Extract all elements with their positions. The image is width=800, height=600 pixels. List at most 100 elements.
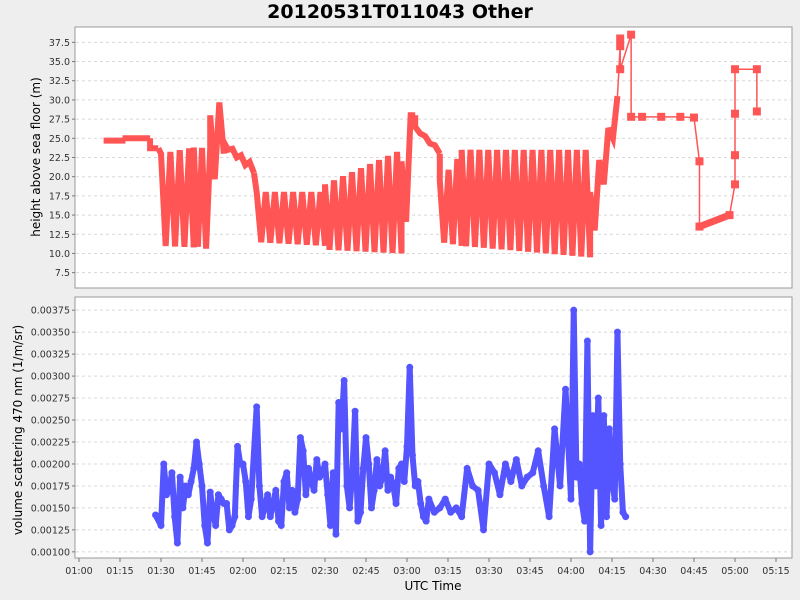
scattering-marker [193, 439, 200, 446]
scattering-marker [404, 443, 411, 450]
height-marker [638, 113, 646, 121]
scattering-marker [546, 513, 553, 520]
chart-canvas: 7.510.012.515.017.520.022.525.027.530.03… [0, 0, 800, 600]
height-y-axis-label: height above sea floor (m) [29, 77, 43, 237]
scattering-marker [518, 482, 525, 489]
scattering-marker [540, 482, 547, 489]
height-marker [695, 157, 703, 165]
scattering-marker [551, 425, 558, 432]
scattering-marker [573, 474, 580, 481]
y-tick-label: 17.5 [49, 191, 70, 202]
scattering-marker [606, 425, 613, 432]
y-tick-label: 0.00275 [31, 394, 70, 405]
height-marker [657, 113, 665, 121]
scattering-marker [365, 460, 372, 467]
scattering-marker [283, 469, 290, 476]
scattering-marker [486, 460, 493, 467]
scattering-marker [158, 522, 165, 529]
height-y-ticks: 7.510.012.515.017.520.022.525.027.530.03… [49, 38, 75, 279]
scattering-marker [256, 482, 263, 489]
scattering-marker [529, 469, 536, 476]
scattering-marker [346, 504, 353, 511]
x-tick-label: 04:45 [680, 566, 707, 577]
scattering-marker [319, 469, 326, 476]
scattering-marker [330, 469, 337, 476]
scattering-marker [568, 496, 575, 503]
scattering-marker [611, 496, 618, 503]
height-marker [731, 110, 739, 118]
scattering-marker [376, 482, 383, 489]
scattering-marker [185, 491, 192, 498]
scattering-marker [584, 337, 591, 344]
y-tick-label: 0.00175 [31, 481, 70, 492]
scattering-marker [425, 496, 432, 503]
scattering-marker [341, 377, 348, 384]
scattering-marker [190, 465, 197, 472]
scattering-y-ticks: 0.001000.001250.001500.001750.002000.002… [31, 306, 75, 559]
scattering-marker [535, 447, 542, 454]
scattering-marker [368, 504, 375, 511]
scattering-marker [352, 408, 359, 415]
scattering-marker [598, 522, 605, 529]
height-marker [676, 113, 684, 121]
scattering-marker [469, 482, 476, 489]
scattering-marker [464, 465, 471, 472]
scattering-plot: 0.001000.001250.001500.001750.002000.002… [11, 297, 792, 558]
x-tick-label: 05:15 [762, 566, 789, 577]
scattering-marker [240, 460, 247, 467]
scattering-marker [414, 478, 421, 485]
x-tick-label: 03:45 [516, 566, 543, 577]
x-tick-label: 03:15 [434, 566, 461, 577]
x-axis-label: UTC Time [405, 579, 462, 593]
scattering-marker [291, 509, 298, 516]
scattering-marker [305, 465, 312, 472]
y-tick-label: 0.00100 [31, 547, 70, 558]
scattering-marker [324, 491, 331, 498]
x-tick-label: 02:15 [270, 566, 297, 577]
scattering-marker [384, 487, 391, 494]
y-tick-label: 0.00225 [31, 438, 70, 449]
scattering-marker [581, 518, 588, 525]
scattering-marker [311, 487, 318, 494]
y-tick-label: 22.5 [49, 153, 70, 164]
y-tick-label: 0.00375 [31, 306, 70, 317]
scattering-marker [390, 482, 397, 489]
height-marker [731, 151, 739, 159]
scattering-marker [349, 469, 356, 476]
scattering-marker [458, 513, 465, 520]
x-tick-label: 04:30 [639, 566, 666, 577]
scattering-marker [423, 518, 430, 525]
scattering-marker [502, 460, 509, 467]
scattering-marker [360, 465, 367, 472]
scattering-marker [300, 447, 307, 454]
scattering-plot-area [75, 297, 792, 558]
scattering-marker [622, 513, 629, 520]
scattering-marker [272, 487, 279, 494]
scattering-marker [496, 491, 503, 498]
scattering-marker [614, 329, 621, 336]
scattering-marker [595, 395, 602, 402]
scattering-marker [417, 500, 424, 507]
x-tick-label: 01:00 [65, 566, 92, 577]
scattering-marker [207, 489, 214, 496]
scattering-marker [177, 474, 184, 481]
scattering-marker [308, 478, 315, 485]
height-line [462, 150, 590, 257]
scattering-marker [253, 403, 260, 410]
scattering-marker [204, 540, 211, 547]
scattering-marker [234, 443, 241, 450]
y-tick-label: 0.00250 [31, 416, 70, 427]
scattering-marker [603, 513, 610, 520]
scattering-marker [261, 504, 268, 511]
scattering-marker [431, 509, 438, 516]
height-marker [616, 42, 624, 50]
scattering-marker [201, 522, 208, 529]
scattering-marker [371, 487, 378, 494]
height-marker [627, 113, 635, 121]
x-tick-label: 02:30 [311, 566, 338, 577]
scattering-marker [242, 478, 249, 485]
scattering-marker [278, 522, 285, 529]
scattering-marker [609, 478, 616, 485]
scattering-marker [393, 500, 400, 507]
scattering-marker [171, 513, 178, 520]
